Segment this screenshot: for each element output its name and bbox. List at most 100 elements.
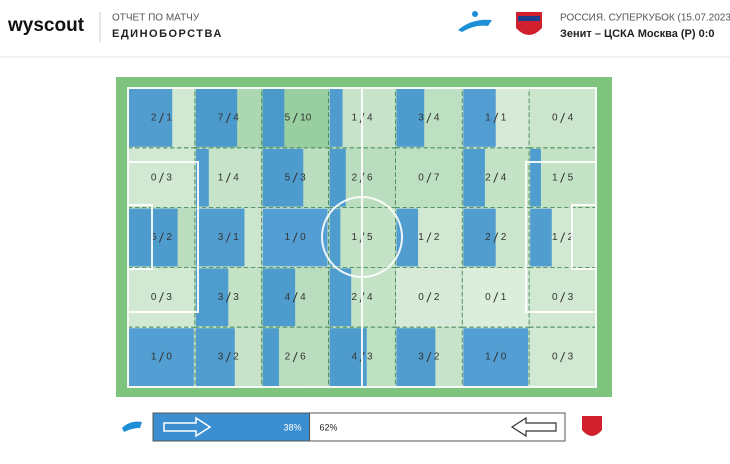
away-share bbox=[309, 412, 566, 442]
cell-home: 2 bbox=[151, 113, 157, 124]
cell-slash bbox=[158, 112, 164, 124]
cell-home: 5 bbox=[285, 172, 291, 183]
cell-bar bbox=[396, 89, 425, 147]
match: Зенит – ЦСКА Москва (Р) 0:0 bbox=[560, 28, 715, 40]
cell-slash bbox=[292, 232, 298, 243]
home-share-label: 38% bbox=[284, 422, 302, 432]
cell-away: 3 bbox=[166, 172, 172, 183]
cell-slash bbox=[225, 232, 231, 243]
cell-home: 2 bbox=[485, 232, 491, 243]
cell-slash bbox=[426, 292, 432, 303]
cell-home: 1 bbox=[552, 172, 558, 183]
cell-slash bbox=[225, 292, 231, 303]
cell-slash bbox=[225, 172, 231, 183]
cell-slash bbox=[158, 292, 164, 303]
cell-away: 5 bbox=[367, 232, 373, 243]
cell-away: 4 bbox=[434, 113, 440, 124]
cell-slash bbox=[158, 351, 164, 363]
cell-home: 1 bbox=[552, 232, 558, 243]
cska-logo bbox=[582, 416, 602, 436]
cell-away: 1 bbox=[166, 113, 172, 124]
cell-home: 4 bbox=[351, 352, 357, 363]
cell-bar bbox=[195, 268, 229, 327]
cell-slash bbox=[560, 172, 566, 183]
cell-away: 1 bbox=[233, 232, 239, 243]
cell-slash bbox=[426, 351, 432, 363]
away-share-label: 62% bbox=[320, 422, 338, 432]
cell-away: 3 bbox=[367, 352, 373, 363]
cell-bar bbox=[129, 208, 178, 267]
cell-home: 3 bbox=[218, 352, 224, 363]
cell-bar bbox=[195, 148, 209, 207]
cell-bar bbox=[329, 148, 346, 207]
cell-home: 6 bbox=[151, 232, 157, 243]
cell-slash bbox=[493, 292, 499, 303]
cell-home: 0 bbox=[485, 292, 491, 303]
cell-slash bbox=[225, 112, 231, 124]
cska-logo bbox=[518, 16, 540, 21]
cell-away: 2 bbox=[166, 232, 172, 243]
cell-slash bbox=[292, 172, 298, 183]
cell-home: 2 bbox=[351, 172, 357, 183]
arrow bbox=[163, 416, 212, 438]
cell-away: 3 bbox=[300, 172, 306, 183]
cell-away: 0 bbox=[501, 352, 507, 363]
cell-bar bbox=[262, 148, 304, 207]
cell-away: 1 bbox=[501, 113, 507, 124]
cell-away: 0 bbox=[300, 232, 306, 243]
cell-bar bbox=[329, 268, 352, 327]
cell-slash bbox=[493, 112, 499, 124]
cell-home: 1 bbox=[485, 113, 491, 124]
cell-away: 2 bbox=[434, 292, 440, 303]
cell-home: 5 bbox=[285, 113, 291, 124]
cell-slash bbox=[560, 292, 566, 303]
cell-slash bbox=[158, 172, 164, 183]
cell-bar bbox=[129, 89, 173, 147]
cell-home: 0 bbox=[552, 113, 558, 124]
cell-home: 0 bbox=[418, 172, 424, 183]
cell-home: 3 bbox=[218, 232, 224, 243]
home-share bbox=[152, 412, 311, 442]
cska-logo bbox=[516, 12, 542, 35]
cell-slash bbox=[426, 172, 432, 183]
section-title: ЕДИНОБОРСТВА bbox=[112, 28, 223, 40]
cell-slash bbox=[493, 351, 499, 363]
cell-slash bbox=[493, 172, 499, 183]
cell-slash bbox=[292, 351, 298, 363]
cell-bar bbox=[463, 89, 496, 147]
cell-home: 0 bbox=[552, 352, 558, 363]
cell-slash bbox=[560, 351, 566, 363]
cell-home: 0 bbox=[151, 292, 157, 303]
cell-bar bbox=[463, 148, 485, 207]
cell-away: 4 bbox=[300, 292, 306, 303]
zenit-logo bbox=[122, 421, 142, 432]
cell-home: 2 bbox=[351, 292, 357, 303]
cell-bar bbox=[195, 208, 245, 267]
cell-away: 2 bbox=[434, 232, 440, 243]
cell-bar bbox=[329, 208, 341, 267]
cell-home: 1 bbox=[418, 232, 424, 243]
cell-slash bbox=[560, 112, 566, 124]
report-label: ОТЧЕТ ПО МАТЧУ bbox=[112, 13, 200, 24]
cell-slash bbox=[292, 292, 298, 303]
cell-away: 4 bbox=[568, 113, 574, 124]
competition: РОССИЯ. СУПЕРКУБОК (15.07.2023) bbox=[560, 13, 730, 24]
cell-slash bbox=[560, 232, 566, 243]
cell-away: 2 bbox=[501, 232, 507, 243]
zenit-logo bbox=[458, 19, 492, 32]
cell-bar bbox=[262, 328, 279, 386]
cell-away: 10 bbox=[300, 113, 312, 124]
cell-bar bbox=[396, 328, 436, 386]
cell-away: 6 bbox=[300, 352, 306, 363]
cell-bar bbox=[195, 328, 235, 386]
cell-home: 7 bbox=[218, 113, 224, 124]
pitch-markings bbox=[127, 87, 597, 388]
cell-home: 1 bbox=[151, 352, 157, 363]
cell-slash bbox=[426, 232, 432, 243]
cell-away: 2 bbox=[233, 352, 239, 363]
cell-away: 4 bbox=[501, 172, 507, 183]
cell-home: 3 bbox=[418, 113, 424, 124]
cell-bar bbox=[530, 148, 541, 207]
cell-away: 4 bbox=[233, 113, 239, 124]
